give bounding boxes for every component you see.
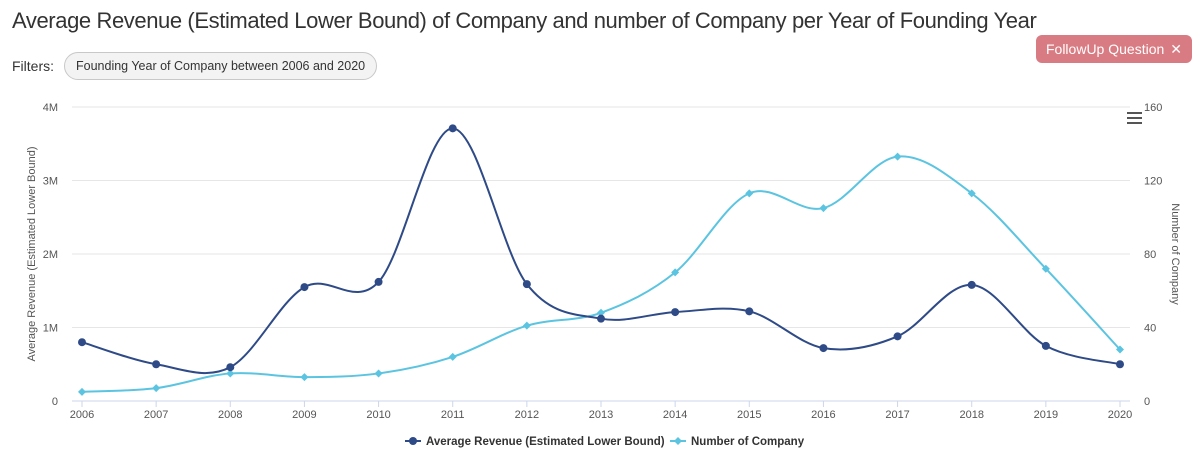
y-right-tick-label: 120 bbox=[1144, 176, 1162, 188]
y-left-tick-label: 1M bbox=[43, 323, 58, 335]
company-count-point bbox=[448, 352, 457, 361]
company-count-point bbox=[671, 268, 680, 277]
revenue-point bbox=[745, 307, 754, 316]
legend-marker bbox=[409, 437, 417, 445]
company-count-point bbox=[78, 387, 86, 396]
close-icon[interactable]: ✕ bbox=[1170, 40, 1182, 57]
x-tick-label: 2008 bbox=[218, 409, 242, 421]
revenue-point bbox=[374, 277, 383, 286]
revenue-point bbox=[1116, 360, 1124, 369]
y-left-tick-label: 2M bbox=[43, 249, 58, 261]
x-tick-label: 2010 bbox=[366, 409, 390, 421]
x-tick-label: 2015 bbox=[737, 409, 761, 421]
company-count-point bbox=[152, 384, 161, 393]
revenue-point bbox=[967, 280, 976, 289]
y-right-tick-label: 80 bbox=[1144, 249, 1156, 261]
filters-label: Filters: bbox=[12, 58, 54, 74]
y-left-tick-label: 0 bbox=[52, 396, 58, 408]
legend-label: Average Revenue (Estimated Lower Bound) bbox=[426, 436, 665, 448]
y-left-tick-label: 4M bbox=[43, 102, 58, 114]
menu-bar bbox=[1127, 122, 1142, 124]
filter-chip[interactable]: Founding Year of Company between 2006 an… bbox=[64, 52, 378, 80]
x-tick-label: 2009 bbox=[292, 409, 316, 421]
revenue-point bbox=[448, 124, 457, 133]
y-left-tick-label: 3M bbox=[43, 176, 58, 188]
x-tick-label: 2017 bbox=[885, 409, 909, 421]
company-count-point bbox=[1116, 345, 1124, 354]
x-tick-label: 2016 bbox=[811, 409, 835, 421]
y-left-axis-title: Average Revenue (Estimated Lower Bound) bbox=[26, 146, 38, 361]
revenue-point bbox=[226, 363, 235, 372]
revenue-line bbox=[81, 127, 1121, 375]
company-count-point bbox=[522, 321, 531, 330]
company-count-point bbox=[967, 189, 976, 198]
x-tick-label: 2020 bbox=[1108, 409, 1132, 421]
company-count-point bbox=[226, 369, 235, 378]
revenue-point bbox=[522, 280, 531, 289]
revenue-point bbox=[152, 360, 161, 369]
legend-marker bbox=[674, 437, 682, 445]
company-count-point bbox=[300, 373, 309, 382]
menu-bar bbox=[1127, 112, 1142, 114]
page-title: Average Revenue (Estimated Lower Bound) … bbox=[12, 8, 1037, 33]
legend-item[interactable]: Average Revenue (Estimated Lower Bound) bbox=[405, 436, 665, 448]
legend-label: Number of Company bbox=[691, 436, 805, 448]
filters-bar: Filters: Founding Year of Company betwee… bbox=[12, 52, 378, 80]
revenue-point bbox=[671, 308, 680, 317]
company-count-point bbox=[597, 308, 605, 317]
hamburger-menu-icon[interactable] bbox=[1127, 112, 1142, 124]
x-tick-label: 2018 bbox=[959, 409, 983, 421]
x-tick-label: 2013 bbox=[589, 409, 613, 421]
legend-item[interactable]: Number of Company bbox=[670, 436, 805, 448]
followup-question-button[interactable]: FollowUp Question ✕ bbox=[1036, 35, 1192, 63]
revenue-point bbox=[819, 344, 828, 353]
company-count-point bbox=[374, 369, 383, 378]
y-right-tick-label: 160 bbox=[1144, 102, 1162, 114]
revenue-point bbox=[78, 338, 86, 347]
revenue-point bbox=[597, 314, 605, 323]
x-tick-label: 2006 bbox=[70, 409, 94, 421]
revenue-point bbox=[1041, 341, 1050, 350]
company-count-point bbox=[1041, 264, 1050, 273]
y-right-tick-label: 0 bbox=[1144, 396, 1150, 408]
company-count-line bbox=[81, 155, 1121, 393]
x-tick-label: 2011 bbox=[441, 409, 465, 421]
company-count-point bbox=[745, 189, 754, 198]
x-tick-label: 2012 bbox=[515, 409, 539, 421]
followup-label: FollowUp Question bbox=[1045, 41, 1165, 57]
menu-bar bbox=[1127, 117, 1142, 119]
y-right-axis-title: Number of Company bbox=[1169, 203, 1181, 305]
x-tick-label: 2019 bbox=[1034, 409, 1058, 421]
y-right-tick-label: 40 bbox=[1144, 323, 1156, 335]
x-tick-label: 2007 bbox=[144, 409, 168, 421]
company-count-point bbox=[819, 204, 828, 213]
x-tick-label: 2014 bbox=[663, 409, 687, 421]
revenue-point bbox=[893, 332, 902, 341]
revenue-point bbox=[300, 283, 309, 292]
company-count-point bbox=[893, 152, 902, 161]
